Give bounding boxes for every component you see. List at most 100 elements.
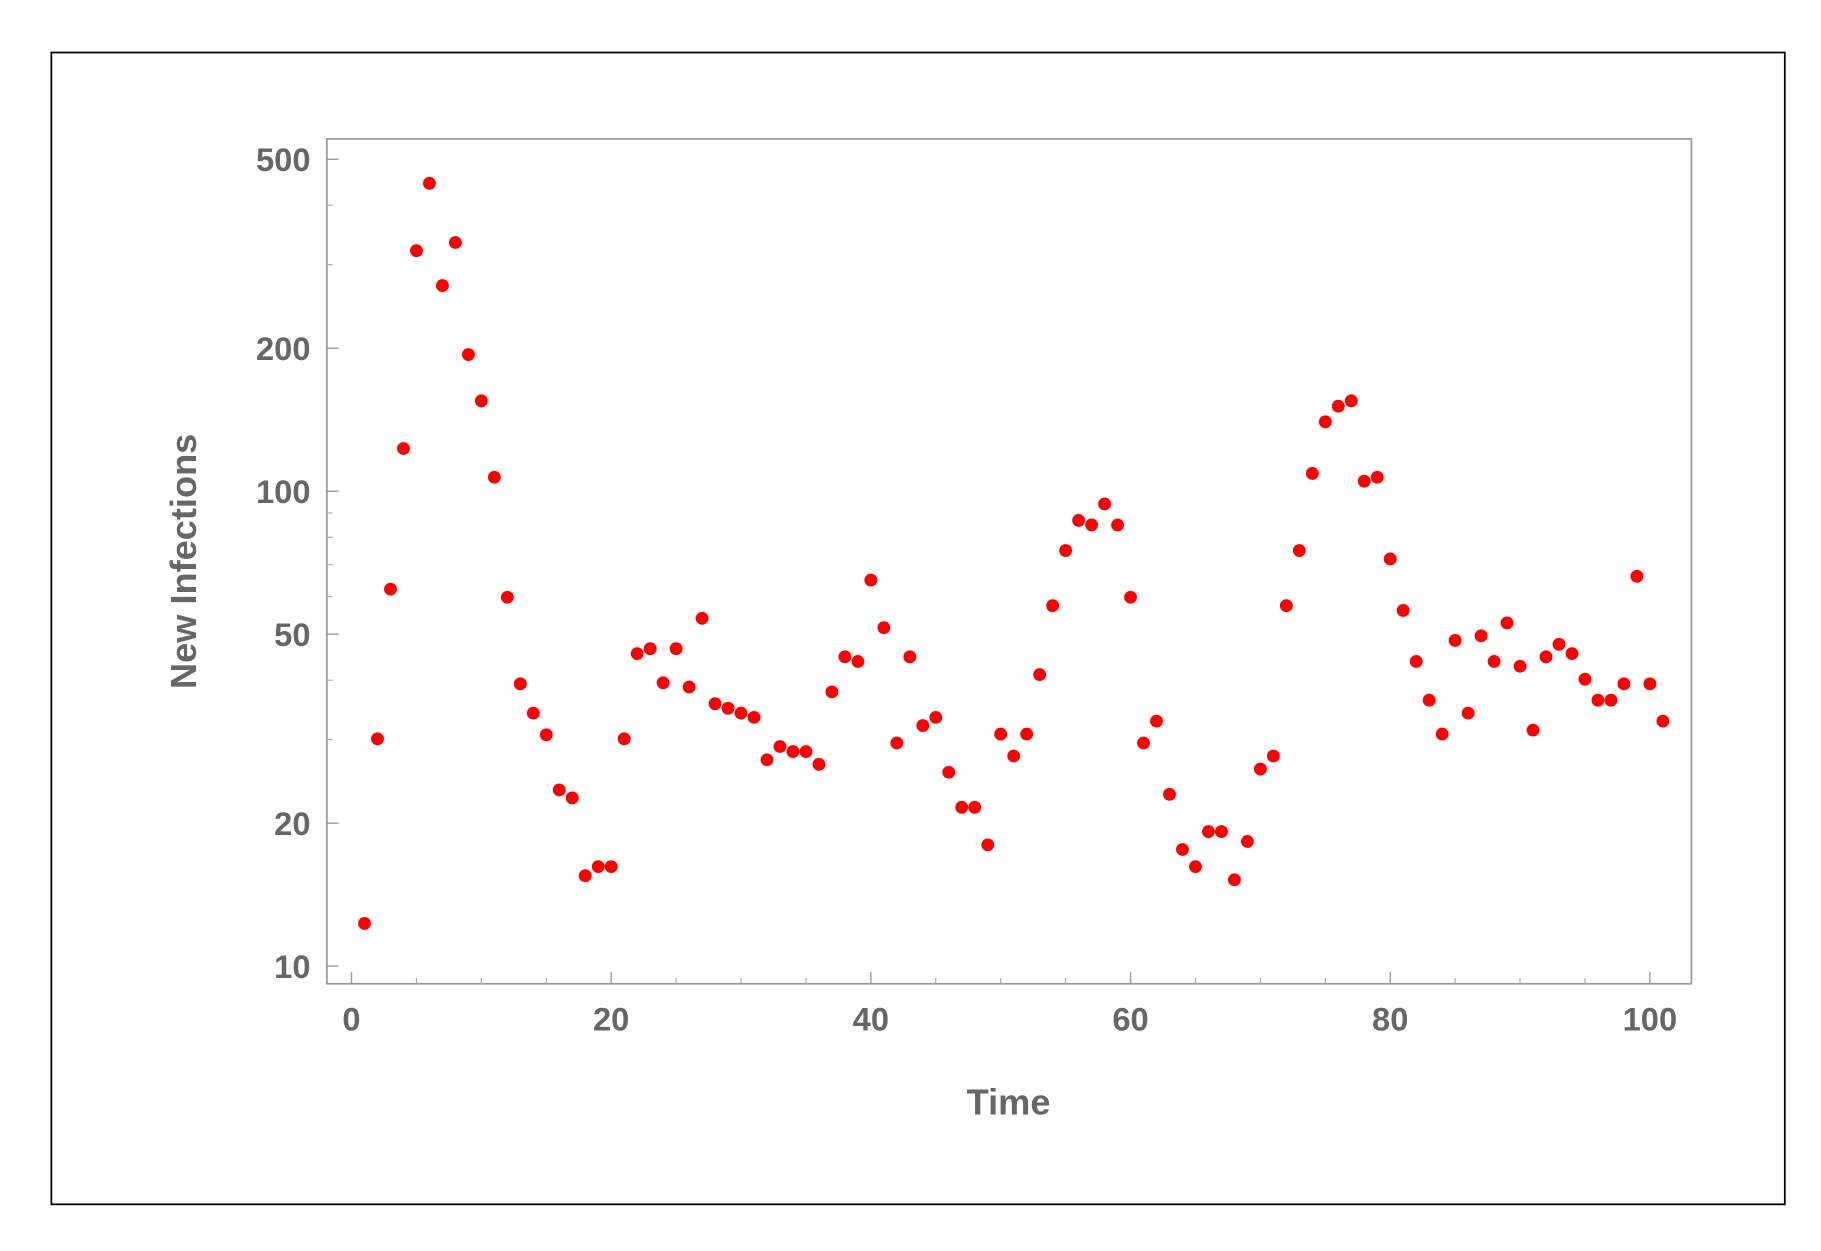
point [1448, 634, 1462, 647]
point [371, 732, 384, 746]
plot-frame [325, 137, 1693, 985]
point [513, 677, 527, 691]
point [565, 791, 579, 805]
point [552, 783, 566, 797]
point [1630, 569, 1644, 583]
y-tick-label: 10 [274, 948, 310, 985]
point [1137, 736, 1150, 750]
point [799, 745, 813, 758]
point [1189, 860, 1202, 874]
point [422, 176, 436, 190]
point [397, 442, 410, 455]
point [578, 869, 592, 883]
point [1007, 749, 1021, 763]
point [942, 765, 956, 779]
point [1072, 513, 1086, 527]
point [916, 719, 930, 732]
point [981, 838, 995, 852]
point [643, 642, 657, 656]
y-tick-label: 200 [256, 330, 311, 367]
point [604, 860, 618, 874]
point [1292, 544, 1306, 557]
point [1461, 706, 1475, 720]
point [487, 470, 501, 484]
point [669, 642, 683, 656]
point [1604, 693, 1618, 707]
point [877, 621, 891, 635]
point [656, 676, 670, 690]
point [1240, 835, 1254, 848]
point [591, 860, 605, 874]
point [721, 701, 735, 715]
point [1085, 518, 1099, 532]
point [1617, 677, 1631, 691]
point [1266, 749, 1280, 763]
point [358, 917, 371, 930]
point [539, 728, 553, 742]
point [968, 800, 982, 814]
point [1202, 825, 1215, 838]
point [1643, 677, 1657, 691]
point [1409, 655, 1423, 668]
point [864, 573, 878, 587]
point [695, 611, 709, 625]
point [1046, 599, 1060, 613]
y-tick-label: 50 [274, 616, 310, 653]
point [851, 655, 865, 668]
x-tick-label: 80 [1372, 1000, 1408, 1037]
point [1227, 873, 1241, 887]
point [1435, 727, 1449, 741]
point [1215, 825, 1228, 838]
point [1500, 616, 1514, 630]
point [526, 706, 540, 720]
point [461, 348, 475, 361]
point [448, 236, 462, 249]
point [760, 753, 774, 767]
point [1526, 723, 1540, 737]
point [1344, 394, 1358, 408]
point [1318, 415, 1332, 429]
point [474, 394, 488, 408]
point [747, 710, 761, 724]
point [1552, 637, 1566, 651]
point [929, 710, 943, 724]
point [617, 732, 631, 746]
point [734, 706, 748, 720]
point [708, 697, 722, 711]
point [1098, 497, 1111, 511]
point [1020, 727, 1034, 741]
point [630, 647, 644, 661]
x-tick-label: 40 [853, 1000, 889, 1037]
point [410, 244, 423, 258]
x-tick-label: 20 [593, 1000, 629, 1037]
point [1059, 544, 1073, 557]
y-tick-label: 20 [274, 805, 310, 842]
point [1539, 650, 1553, 664]
point [1150, 714, 1163, 728]
point [435, 279, 449, 293]
point [825, 685, 839, 699]
point [1474, 629, 1488, 643]
point [1176, 843, 1189, 856]
point [1357, 474, 1371, 488]
point [1565, 647, 1579, 661]
y-tick-label: 500 [256, 141, 311, 178]
point [994, 727, 1008, 741]
point [1383, 552, 1397, 566]
point [1111, 518, 1124, 532]
point [1487, 655, 1501, 668]
point [384, 582, 397, 596]
point [838, 650, 852, 664]
y-axis-label: New Infections [163, 434, 204, 689]
point [682, 680, 696, 694]
point [786, 745, 800, 758]
x-tick-label: 60 [1112, 1000, 1148, 1037]
outer-border [50, 51, 1786, 1206]
y-tick-label: 100 [256, 473, 311, 510]
x-tick-label: 100 [1623, 1000, 1678, 1037]
x-tick-label: 0 [342, 1000, 360, 1037]
point [1591, 693, 1605, 707]
point [1578, 672, 1592, 686]
point [903, 650, 917, 664]
